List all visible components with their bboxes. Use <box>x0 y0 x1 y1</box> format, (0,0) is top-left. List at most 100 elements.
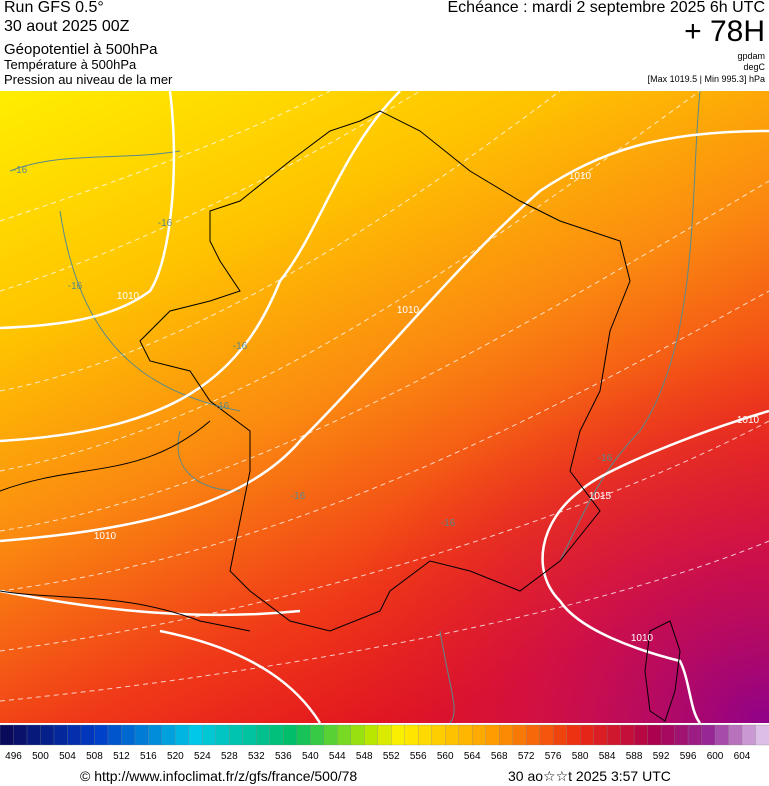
layer-title: Pression au niveau de la mer <box>4 72 173 87</box>
legend-label: 580 <box>572 751 589 762</box>
color-swatch <box>26 724 42 746</box>
coastline <box>0 420 251 632</box>
color-swatch <box>256 724 271 746</box>
contour-label: -16 <box>68 281 83 292</box>
color-swatch <box>53 724 69 746</box>
legend-label: 560 <box>437 751 454 762</box>
color-swatch <box>337 724 352 746</box>
contour-label: 1015 <box>589 491 612 502</box>
color-swatch <box>633 724 649 746</box>
contour-label: -16 <box>441 518 456 529</box>
color-swatch <box>499 724 514 746</box>
legend-label: 576 <box>545 751 562 762</box>
color-swatch <box>472 724 487 746</box>
layer-title: Géopotentiel à 500hPa <box>4 41 158 58</box>
legend-label: 508 <box>86 751 103 762</box>
color-swatch <box>660 724 676 746</box>
contour-label: -16 <box>158 218 173 229</box>
color-swatch <box>121 724 136 746</box>
contour-label: -16 <box>598 453 613 464</box>
source-link: © http://www.infoclimat.fr/z/gfs/france/… <box>80 768 358 784</box>
color-swatch <box>418 724 433 746</box>
color-swatch <box>269 724 284 746</box>
legend-label: 600 <box>707 751 724 762</box>
color-swatch <box>526 724 541 746</box>
legend-label: 504 <box>59 751 76 762</box>
color-swatch <box>485 724 500 746</box>
color-swatch <box>215 724 231 746</box>
legend-label: 516 <box>140 751 157 762</box>
color-swatch <box>458 724 473 746</box>
field <box>0 91 769 723</box>
contour-label: -16 <box>13 165 28 176</box>
color-swatch <box>579 724 595 746</box>
color-swatch <box>175 724 190 746</box>
contour-label: -16 <box>291 491 306 502</box>
color-swatch <box>323 724 338 746</box>
contour-label: 1010 <box>94 531 117 542</box>
legend-label: 596 <box>680 751 697 762</box>
legend-label: 604 <box>734 751 751 762</box>
color-swatch <box>283 724 298 746</box>
map: -16 -16 -16 1010 -16 -16 -16 1010 1010 -16 1010 101… <box>0 91 769 723</box>
unit: gpdam <box>737 51 765 61</box>
color-swatch <box>552 724 568 746</box>
color-swatch <box>647 724 662 746</box>
legend-label: 552 <box>383 751 400 762</box>
color-swatch <box>148 724 163 746</box>
color-swatch <box>0 724 15 746</box>
echeance: Echéance : mardi 2 septembre 2025 6h UTC <box>447 0 766 16</box>
color-swatch <box>404 724 419 746</box>
legend-label: 512 <box>113 751 130 762</box>
legend-label: 548 <box>356 751 373 762</box>
color-swatch <box>431 724 446 746</box>
legend-label: 564 <box>464 751 481 762</box>
layer-title: Température à 500hPa <box>4 57 137 72</box>
color-swatch <box>188 724 204 746</box>
pressure-range: [Max 1019.5 | Min 995.3] hPa <box>647 74 765 84</box>
color-swatch <box>391 724 406 746</box>
contour-label: 1010 <box>737 415 760 426</box>
contour-label: 1010 <box>569 171 592 182</box>
coastline <box>644 620 681 722</box>
legend-label: 532 <box>248 751 265 762</box>
legend-label: 592 <box>653 751 670 762</box>
legend-label: 556 <box>410 751 427 762</box>
color-swatch <box>674 724 689 746</box>
color-swatch <box>161 724 177 746</box>
color-swatch <box>606 724 622 746</box>
color-swatch <box>202 724 217 746</box>
contour-label: 1010 <box>631 633 654 644</box>
legend-label: 540 <box>302 751 319 762</box>
color-swatch <box>80 724 96 746</box>
color-swatch <box>741 724 757 746</box>
color-swatch <box>539 724 554 746</box>
legend-label: 544 <box>329 751 346 762</box>
color-swatch <box>701 724 716 746</box>
lead-time: + 78H <box>684 15 765 48</box>
color-swatch <box>107 724 123 746</box>
color-swatch <box>94 724 109 746</box>
legend-label: 528 <box>221 751 238 762</box>
color-swatch <box>40 724 55 746</box>
legend-label: 536 <box>275 751 292 762</box>
color-swatch <box>512 724 527 746</box>
legend-label: 520 <box>167 751 184 762</box>
color-swatch <box>445 724 460 746</box>
run-title: Run GFS 0.5° <box>4 0 104 16</box>
run-date: 30 aout 2025 00Z <box>4 18 130 35</box>
legend-label: 572 <box>518 751 535 762</box>
color-swatch <box>350 724 365 746</box>
legend-label: 524 <box>194 751 211 762</box>
color-swatch <box>687 724 703 746</box>
contour-label: -16 <box>215 401 230 412</box>
isobars <box>0 91 769 723</box>
color-swatch <box>67 724 82 746</box>
color-swatch <box>364 724 379 746</box>
legend-label: 588 <box>626 751 643 762</box>
legend-label: 496 <box>5 751 22 762</box>
color-swatch <box>755 724 769 746</box>
color-swatch <box>242 724 257 746</box>
color-swatch <box>229 724 244 746</box>
